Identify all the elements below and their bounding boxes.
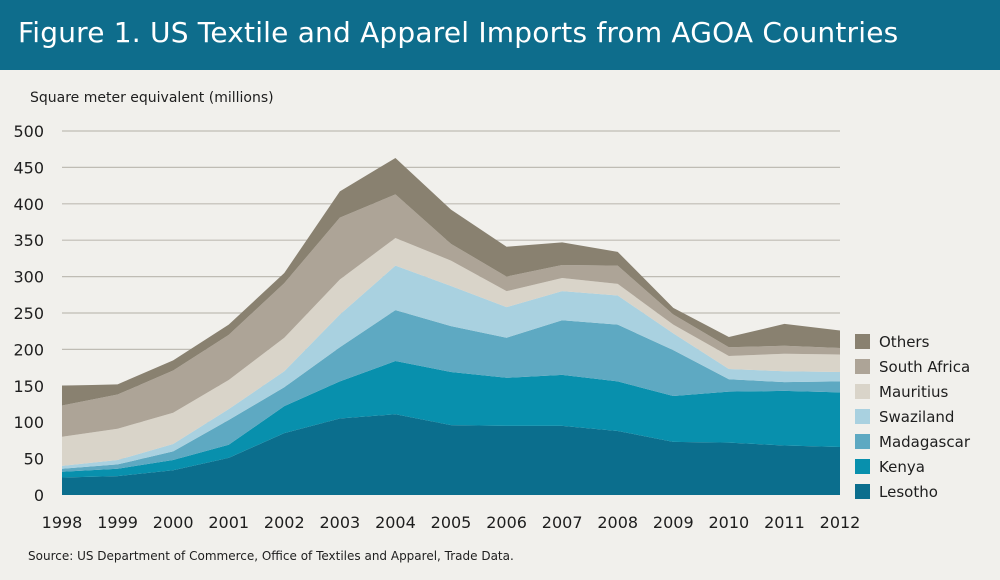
x-tick-label: 1999 [97, 513, 138, 532]
legend-swatch-lesotho [855, 484, 870, 499]
legend-label: Swaziland [879, 408, 954, 426]
legend-label: Kenya [879, 458, 925, 476]
legend-swatch-south-africa [855, 359, 870, 374]
legend: Others South Africa Mauritius Swaziland Mada… [855, 333, 971, 501]
x-tick-label: 2002 [264, 513, 305, 532]
x-tick-label: 2009 [653, 513, 694, 532]
y-tick-label: 400 [13, 195, 44, 214]
legend-swatch-kenya [855, 459, 870, 474]
area-mauritius [62, 238, 840, 466]
x-tick-label: 2007 [542, 513, 583, 532]
x-tick-labels: 1998 1999 2000 2001 2002 2003 2004 2005 2006 2007… [42, 513, 861, 532]
legend-swatch-others [855, 334, 870, 349]
area-south-africa [62, 194, 840, 437]
y-tick-label: 500 [13, 122, 44, 141]
y-tick-label: 150 [13, 377, 44, 396]
y-tick-label: 450 [13, 158, 44, 177]
legend-label: Madagascar [879, 433, 971, 451]
y-tick-label: 350 [13, 231, 44, 250]
source-note: Source: US Department of Commerce, Offic… [28, 549, 514, 563]
y-tick-label: 0 [34, 486, 44, 505]
x-tick-label: 2000 [153, 513, 194, 532]
y-tick-label: 50 [24, 450, 44, 469]
x-tick-label: 1998 [42, 513, 83, 532]
area-series [62, 157, 840, 495]
title-bar: Figure 1. US Textile and Apparel Imports… [0, 0, 1000, 70]
legend-swatch-madagascar [855, 434, 870, 449]
legend-label: Lesotho [879, 483, 938, 501]
legend-label: South Africa [879, 358, 970, 376]
x-tick-label: 2003 [319, 513, 360, 532]
legend-label: Mauritius [879, 383, 949, 401]
x-tick-label: 2012 [820, 513, 861, 532]
page-title: Figure 1. US Textile and Apparel Imports… [18, 16, 899, 49]
legend-swatch-swaziland [855, 409, 870, 424]
x-tick-label: 2006 [486, 513, 527, 532]
x-tick-label: 2005 [431, 513, 472, 532]
y-tick-label: 200 [13, 340, 44, 359]
y-tick-label: 100 [13, 413, 44, 432]
x-tick-label: 2011 [764, 513, 805, 532]
x-tick-label: 2001 [208, 513, 249, 532]
y-tick-label: 300 [13, 268, 44, 287]
y-tick-labels: 0 50 100 150 200 250 300 350 400 450 500 [13, 122, 44, 505]
y-tick-label: 250 [13, 304, 44, 323]
y-axis-label: Square meter equivalent (millions) [30, 90, 274, 106]
x-tick-label: 2004 [375, 513, 416, 532]
area-lesotho [62, 414, 840, 495]
area-swaziland [62, 265, 840, 469]
area-others [62, 157, 840, 406]
area-kenya [62, 361, 840, 478]
x-tick-label: 2008 [597, 513, 638, 532]
area-madagascar [62, 310, 840, 472]
legend-swatch-mauritius [855, 384, 870, 399]
x-tick-label: 2010 [708, 513, 749, 532]
legend-label: Others [879, 333, 930, 351]
